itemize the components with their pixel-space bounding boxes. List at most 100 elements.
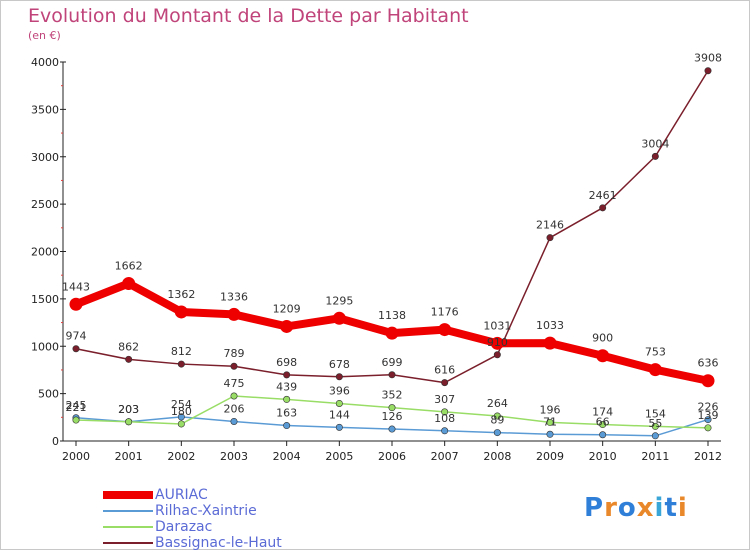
- data-point: [599, 421, 607, 429]
- data-label: 974: [66, 330, 87, 343]
- data-point: [493, 412, 501, 420]
- data-label: 174: [592, 406, 613, 419]
- data-point: [704, 416, 712, 424]
- data-point: [441, 408, 449, 416]
- x-tick-label: 2005: [325, 450, 353, 463]
- data-label: 616: [434, 364, 455, 377]
- line-chart: 0 500 1000 1500 2000 2500 3000 3500 4000 2000 2001…: [31, 52, 722, 463]
- data-point: [385, 326, 399, 340]
- data-label: 352: [382, 389, 403, 402]
- data-label: 221: [66, 401, 87, 414]
- data-point: [230, 392, 238, 400]
- data-label: 108: [434, 412, 455, 425]
- data-point: [335, 423, 343, 431]
- data-label: 1209: [273, 302, 301, 315]
- data-point: [651, 152, 659, 160]
- y-tick-label: 0: [52, 435, 59, 448]
- data-label: 196: [540, 403, 561, 416]
- data-point: [388, 404, 396, 412]
- legend-label: Darazac: [155, 519, 213, 535]
- data-label: 1362: [167, 288, 195, 301]
- legend-label: Bassignac-le-Haut: [155, 535, 282, 551]
- data-label: 254: [171, 398, 192, 411]
- data-label: 89: [490, 414, 504, 427]
- data-point: [599, 431, 607, 439]
- data-label: 71: [543, 415, 557, 428]
- chart-title: Evolution du Montant de la Dette par Hab…: [28, 5, 469, 27]
- data-point: [388, 425, 396, 433]
- proxiti-logo: Proxiti: [584, 493, 688, 523]
- data-point: [543, 336, 557, 350]
- data-point: [546, 430, 554, 438]
- data-label: 66: [596, 416, 610, 429]
- data-label: 163: [276, 407, 297, 420]
- data-label: 439: [276, 380, 297, 393]
- data-label: 3908: [694, 52, 722, 65]
- data-label: 678: [329, 358, 350, 371]
- x-tick-label: 2010: [589, 450, 617, 463]
- legend-swatch: [103, 491, 153, 499]
- logo-letter: P: [584, 493, 605, 523]
- logo-letter: t: [664, 493, 678, 523]
- y-tick-label: 3000: [31, 151, 59, 164]
- data-point: [69, 297, 83, 311]
- data-label: 203: [118, 403, 139, 416]
- data-label: 139: [698, 409, 719, 422]
- x-tick-label: 2008: [483, 450, 511, 463]
- logo-letter: i: [677, 493, 688, 523]
- y-tick-label: 2000: [31, 246, 59, 259]
- data-point: [493, 351, 501, 359]
- data-label: 307: [434, 393, 455, 406]
- logo-letter: x: [636, 493, 655, 523]
- data-point: [122, 277, 136, 291]
- data-label: 264: [487, 397, 508, 410]
- logo-letter: r: [604, 493, 618, 523]
- data-label: 2461: [589, 189, 617, 202]
- data-point: [701, 374, 715, 388]
- data-point: [599, 204, 607, 212]
- data-point: [438, 323, 452, 337]
- data-label: 154: [645, 407, 666, 420]
- data-point: [174, 305, 188, 319]
- logo-letter: i: [654, 493, 665, 523]
- chart-subtitle: (en €): [28, 29, 61, 42]
- data-point: [283, 395, 291, 403]
- y-tick-label: 2500: [31, 198, 59, 211]
- data-point: [335, 373, 343, 381]
- data-label: 812: [171, 345, 192, 358]
- y-tick-label: 500: [38, 388, 59, 401]
- legend-swatch: [103, 542, 153, 544]
- data-label: 789: [224, 347, 245, 360]
- data-label: 3004: [641, 137, 669, 150]
- data-point: [490, 336, 504, 350]
- y-tick-label: 1000: [31, 340, 59, 353]
- data-label: 910: [487, 336, 508, 349]
- y-tick-label: 4000: [31, 56, 59, 69]
- y-tick-label: 3500: [31, 103, 59, 116]
- data-label: 900: [592, 332, 613, 345]
- data-label: 1033: [536, 319, 564, 332]
- legend-label: Rilhac-Xaintrie: [155, 503, 257, 519]
- data-label: 1031: [483, 319, 511, 332]
- data-label: 698: [276, 356, 297, 369]
- data-point: [388, 371, 396, 379]
- data-point: [704, 424, 712, 432]
- data-point: [332, 311, 346, 325]
- data-point: [651, 432, 659, 440]
- x-tick-label: 2002: [167, 450, 195, 463]
- data-label: 753: [645, 346, 666, 359]
- data-point: [546, 234, 554, 242]
- data-label: 55: [648, 417, 662, 430]
- data-point: [648, 363, 662, 377]
- data-point: [280, 319, 294, 333]
- legend-label: AURIAC: [155, 487, 208, 503]
- x-tick-label: 2007: [431, 450, 459, 463]
- data-point: [283, 422, 291, 430]
- x-tick-label: 2004: [273, 450, 301, 463]
- x-tick-label: 2003: [220, 450, 248, 463]
- data-point: [335, 399, 343, 407]
- data-label: 475: [224, 377, 245, 390]
- legend-swatch: [103, 510, 153, 512]
- data-label: 636: [698, 357, 719, 370]
